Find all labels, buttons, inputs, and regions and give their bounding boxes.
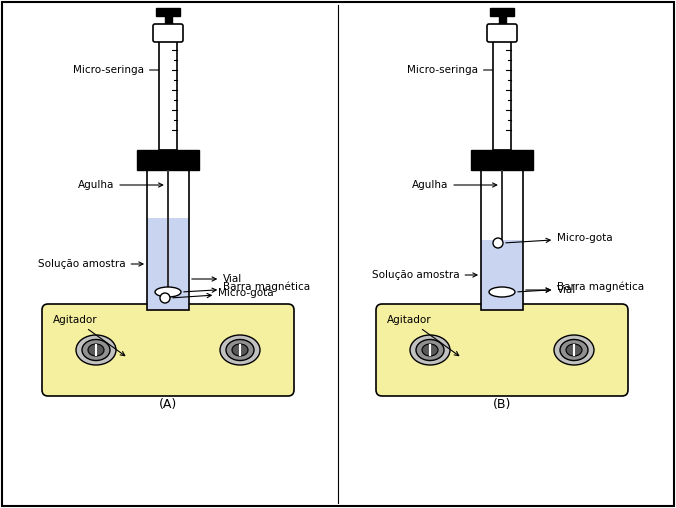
Text: (B): (B) bbox=[493, 398, 511, 411]
Ellipse shape bbox=[489, 287, 515, 297]
Text: Agitador: Agitador bbox=[387, 315, 459, 356]
Text: Solução amostra: Solução amostra bbox=[372, 270, 477, 280]
Bar bbox=[481, 170, 523, 240]
Bar bbox=[164, 16, 172, 26]
Bar bbox=[471, 150, 533, 170]
Bar bbox=[481, 240, 523, 310]
FancyBboxPatch shape bbox=[153, 24, 183, 42]
Ellipse shape bbox=[554, 335, 594, 365]
Circle shape bbox=[160, 293, 170, 303]
Text: Micro-gota: Micro-gota bbox=[173, 288, 274, 298]
Ellipse shape bbox=[155, 287, 181, 297]
Text: Micro-gota: Micro-gota bbox=[506, 233, 612, 243]
Text: Micro-seringa: Micro-seringa bbox=[73, 65, 173, 75]
Ellipse shape bbox=[410, 335, 450, 365]
Bar bbox=[481, 170, 523, 310]
FancyBboxPatch shape bbox=[42, 304, 294, 396]
Text: Micro-seringa: Micro-seringa bbox=[407, 65, 507, 75]
Ellipse shape bbox=[422, 344, 438, 356]
Bar bbox=[147, 170, 189, 310]
Text: Solução amostra: Solução amostra bbox=[38, 259, 143, 269]
Ellipse shape bbox=[566, 344, 582, 356]
Text: Agulha: Agulha bbox=[78, 180, 163, 190]
Bar bbox=[137, 150, 199, 170]
Bar bbox=[498, 16, 506, 26]
Bar bbox=[156, 8, 180, 16]
Text: Agulha: Agulha bbox=[412, 180, 497, 190]
Text: Barra magnética: Barra magnética bbox=[184, 282, 310, 292]
Text: Vial: Vial bbox=[192, 274, 242, 284]
Bar bbox=[147, 170, 189, 218]
Ellipse shape bbox=[226, 339, 254, 361]
Circle shape bbox=[493, 238, 503, 248]
Text: (A): (A) bbox=[159, 398, 177, 411]
FancyBboxPatch shape bbox=[487, 24, 517, 42]
Bar bbox=[159, 40, 177, 150]
Text: Barra magnética: Barra magnética bbox=[518, 282, 644, 292]
Ellipse shape bbox=[560, 339, 588, 361]
Ellipse shape bbox=[220, 335, 260, 365]
Ellipse shape bbox=[88, 344, 104, 356]
Ellipse shape bbox=[82, 339, 110, 361]
Ellipse shape bbox=[232, 344, 248, 356]
Bar bbox=[501, 170, 503, 245]
Ellipse shape bbox=[416, 339, 444, 361]
Text: Agitador: Agitador bbox=[53, 315, 125, 356]
Text: Vial: Vial bbox=[526, 285, 576, 295]
Bar bbox=[490, 8, 514, 16]
FancyBboxPatch shape bbox=[376, 304, 628, 396]
Bar bbox=[493, 40, 511, 150]
Bar bbox=[147, 218, 189, 310]
Bar bbox=[167, 170, 169, 300]
Ellipse shape bbox=[76, 335, 116, 365]
